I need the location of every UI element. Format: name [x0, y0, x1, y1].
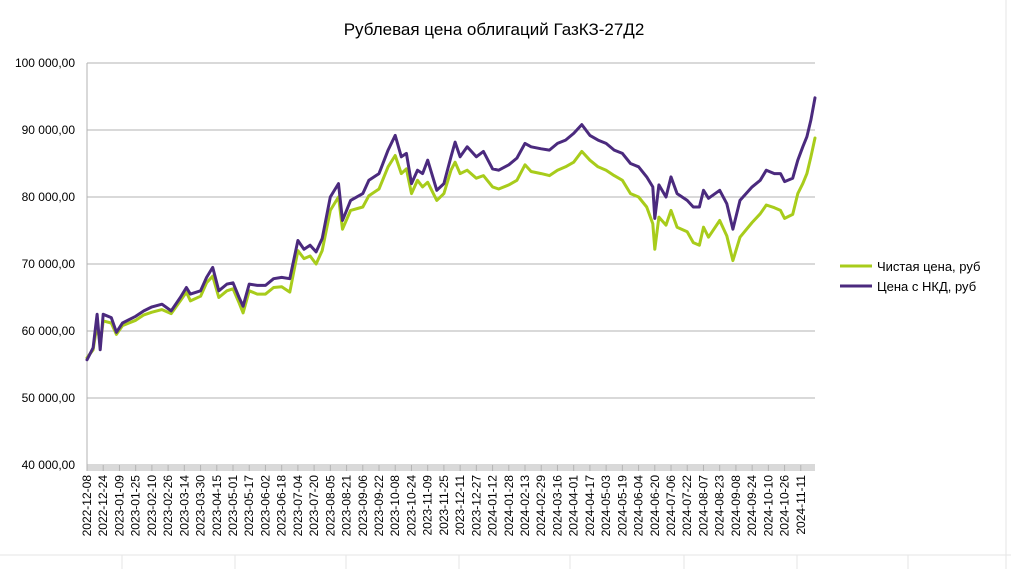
x-tick-label: 2023-05-17 [242, 475, 256, 537]
legend-entry: Чистая цена, руб [877, 259, 980, 274]
chart-title: Рублевая цена облигаций ГазКЗ-27Д2 [344, 20, 645, 39]
x-tick-label: 2024-03-16 [550, 475, 564, 537]
x-tick-label: 2024-06-04 [632, 475, 646, 537]
x-tick-label: 2023-07-04 [291, 475, 305, 537]
y-tick-label: 40 000,00 [22, 458, 76, 472]
legend-entry: Цена с НКД, руб [877, 279, 976, 294]
legend: Чистая цена, руб Цена с НКД, руб [840, 259, 980, 294]
x-tick-label: 2023-03-14 [177, 475, 191, 537]
x-tick-label: 2024-06-20 [648, 475, 662, 537]
x-axis: 2022-12-08 2022-12-24 2023-01-09 2023-01-25… [80, 465, 815, 536]
x-tick-label: 2023-10-24 [404, 475, 418, 537]
x-tick-label: 2024-11-11 [794, 475, 808, 535]
x-tick-label: 2024-02-13 [518, 475, 532, 537]
x-tick-label: 2024-01-28 [502, 475, 516, 537]
x-tick-label: 2023-09-22 [372, 475, 386, 537]
x-tick-label: 2024-04-01 [567, 475, 581, 537]
y-tick-label: 100 000,00 [15, 56, 75, 70]
x-tick-label: 2024-02-29 [534, 475, 548, 537]
x-tick-label: 2023-12-11 [453, 475, 467, 536]
x-tick-label: 2024-05-03 [599, 475, 613, 537]
x-tick-label: 2024-08-23 [713, 475, 727, 537]
x-tick-label: 2024-08-07 [696, 475, 710, 537]
x-tick-label: 2023-10-08 [388, 475, 402, 537]
x-tick-label: 2024-05-19 [615, 475, 629, 537]
x-tick-label: 2022-12-24 [96, 475, 110, 537]
x-tick-label: 2023-11-09 [421, 475, 435, 536]
x-tick-label: 2023-05-01 [226, 475, 240, 537]
x-tick-label: 2024-01-12 [486, 475, 500, 537]
y-tick-label: 80 000,00 [22, 190, 76, 204]
x-tick-label: 2024-07-22 [680, 475, 694, 537]
x-tick-label: 2023-08-21 [340, 475, 354, 537]
x-tick-label: 2023-09-06 [356, 475, 370, 537]
series-line-price-with-nkd [85, 96, 817, 362]
x-tick-label: 2023-12-27 [469, 475, 483, 537]
x-tick-label: 2022-12-08 [80, 475, 94, 537]
x-tick-label: 2024-04-17 [583, 475, 597, 537]
y-tick-label: 70 000,00 [22, 257, 76, 271]
x-tick-label: 2023-06-18 [275, 475, 289, 537]
x-tick-label: 2023-02-10 [145, 475, 159, 537]
y-tick-label: 60 000,00 [22, 324, 76, 338]
x-tick-label: 2023-01-25 [129, 475, 143, 537]
x-tick-label: 2023-06-02 [258, 475, 272, 537]
x-tick-label: 2024-07-06 [664, 475, 678, 537]
y-tick-label: 90 000,00 [22, 123, 76, 137]
x-tick-label: 2023-07-20 [307, 475, 321, 537]
x-tick-label: 2023-11-25 [437, 475, 451, 536]
series-line-clean-price [85, 136, 817, 360]
x-tick-label: 2023-01-09 [112, 475, 126, 537]
x-tick-label: 2023-08-05 [323, 475, 337, 537]
x-tick-label: 2024-10-10 [761, 475, 775, 537]
x-axis-band [87, 465, 815, 471]
x-tick-label: 2023-02-26 [161, 475, 175, 537]
y-tick-label: 50 000,00 [22, 391, 76, 405]
grid-lines [87, 62, 815, 466]
x-tick-label: 2024-09-24 [745, 475, 759, 537]
x-tick-label: 2024-09-08 [729, 475, 743, 537]
series-lines [85, 96, 817, 362]
y-axis: 40 000,00 50 000,00 60 000,00 70 000,00 80 0… [15, 56, 88, 472]
x-tick-label: 2023-04-15 [210, 475, 224, 537]
x-tick-label: 2024-10-26 [778, 475, 792, 537]
x-tick-label: 2023-03-30 [194, 475, 208, 537]
